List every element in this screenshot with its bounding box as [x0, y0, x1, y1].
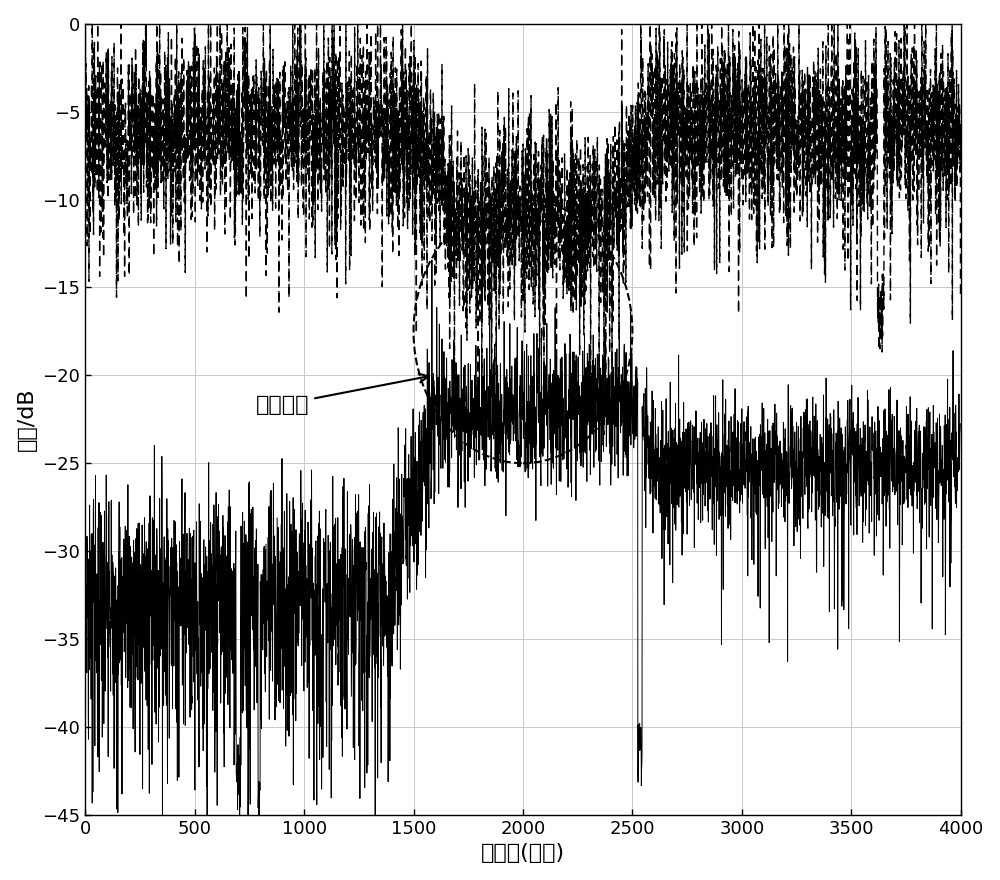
- Text: 目标信号: 目标信号: [256, 374, 428, 414]
- X-axis label: 方位向(采样): 方位向(采样): [481, 843, 565, 863]
- Y-axis label: 幅度/dB: 幅度/dB: [17, 387, 37, 451]
